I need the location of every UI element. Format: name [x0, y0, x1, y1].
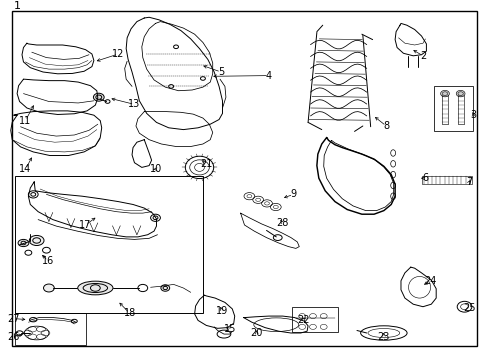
Ellipse shape	[29, 235, 44, 246]
Text: 27: 27	[7, 314, 20, 324]
Ellipse shape	[440, 90, 448, 97]
Text: 8: 8	[383, 121, 388, 131]
Ellipse shape	[161, 285, 169, 291]
Text: 15: 15	[223, 324, 236, 334]
Text: 13: 13	[128, 99, 141, 109]
Text: 23: 23	[377, 332, 389, 342]
Ellipse shape	[93, 93, 104, 101]
Text: 26: 26	[7, 332, 20, 342]
Text: 17: 17	[79, 220, 92, 230]
Text: 5: 5	[218, 67, 224, 77]
Text: 7: 7	[466, 177, 471, 187]
Text: 9: 9	[290, 189, 296, 199]
Text: 1: 1	[14, 1, 20, 12]
Ellipse shape	[43, 284, 54, 292]
Text: 24: 24	[423, 276, 436, 286]
Ellipse shape	[18, 239, 29, 247]
Text: 16: 16	[41, 256, 54, 266]
Text: 4: 4	[265, 71, 271, 81]
Text: 14: 14	[19, 164, 32, 174]
Text: 3: 3	[469, 110, 475, 120]
Text: 20: 20	[250, 328, 263, 338]
Text: 10: 10	[150, 164, 163, 174]
Text: 21: 21	[200, 159, 212, 169]
Bar	[292, 307, 338, 332]
Bar	[433, 86, 472, 131]
Ellipse shape	[78, 281, 113, 295]
Text: 18: 18	[123, 308, 136, 318]
Bar	[15, 313, 85, 345]
Text: 6: 6	[422, 173, 427, 183]
Text: 25: 25	[462, 303, 475, 313]
Text: 11: 11	[19, 116, 32, 126]
Text: 2: 2	[419, 51, 425, 61]
Ellipse shape	[455, 90, 464, 97]
Text: 12: 12	[112, 49, 124, 59]
Text: 19: 19	[216, 306, 228, 316]
Text: 28: 28	[276, 218, 288, 228]
Bar	[421, 176, 471, 184]
Text: 22: 22	[296, 315, 309, 325]
Bar	[15, 176, 203, 313]
